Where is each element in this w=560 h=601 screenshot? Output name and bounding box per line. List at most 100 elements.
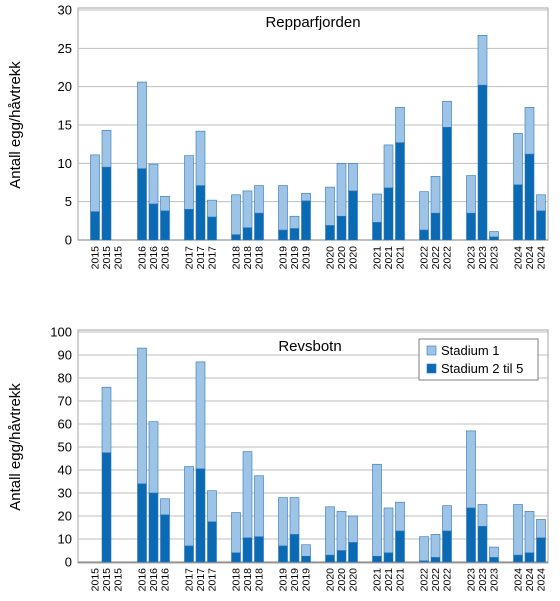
y-tick-label: 30 [58, 486, 72, 501]
bar-stadium-1 [336, 511, 347, 551]
y-axis-label: Antall egg/håvtrekk [7, 383, 24, 511]
x-tick-label: 2019 [278, 246, 290, 270]
bar-stadium-1 [383, 144, 394, 189]
bar-stadium-2-til-5 [489, 557, 499, 563]
bar-stadium-1 [160, 498, 170, 516]
bar-stadium-2-til-5 [348, 190, 358, 241]
plot-area [77, 7, 549, 241]
x-tick-label: 2020 [336, 568, 348, 592]
bar-stadium-1 [101, 386, 112, 454]
bar-stadium-1 [348, 163, 358, 192]
bar-stadium-1 [430, 534, 441, 558]
bar-stadium-1 [254, 185, 264, 214]
bar-stadium-1 [442, 100, 452, 128]
bar-stadium-1 [278, 185, 288, 231]
y-tick-label: 15 [58, 118, 72, 133]
bar-stadium-2-til-5 [289, 534, 300, 563]
x-tick-label: 2017 [195, 246, 207, 270]
x-tick-label: 2016 [148, 246, 160, 270]
x-tick-label: 2024 [524, 568, 536, 592]
x-tick-label: 2017 [195, 568, 207, 592]
x-tick-label: 2016 [137, 246, 149, 270]
y-axis-label: Antall egg/håvtrekk [7, 61, 24, 189]
bar-stadium-2-til-5 [466, 507, 476, 563]
bar-stadium-2-til-5 [207, 521, 217, 563]
y-tick-label: 10 [58, 156, 72, 171]
bar-stadium-2-til-5 [137, 168, 147, 241]
bar-stadium-2-til-5 [536, 210, 546, 241]
x-tick-label: 2023 [489, 246, 501, 270]
bar-stadium-2-til-5 [90, 211, 100, 241]
bar-stadium-2-til-5 [231, 234, 241, 241]
bar-stadium-1 [536, 194, 546, 212]
bar-stadium-2-til-5 [278, 229, 288, 241]
x-tick-label: 2015 [113, 568, 125, 592]
bar-stadium-2-til-5 [430, 212, 441, 241]
y-tick-label: 20 [58, 509, 72, 524]
x-tick-label: 2015 [113, 246, 125, 270]
x-tick-label: 2018 [231, 246, 243, 270]
legend-swatch [426, 345, 437, 356]
bar-stadium-2-til-5 [442, 530, 452, 563]
y-tick-label: 80 [58, 371, 72, 386]
bar-stadium-1 [184, 155, 194, 210]
bar-stadium-2-til-5 [348, 542, 358, 563]
x-tick-label: 2018 [254, 246, 266, 270]
bar-stadium-2-til-5 [184, 209, 194, 241]
x-tick-label: 2022 [419, 568, 431, 592]
bar-stadium-2-til-5 [513, 554, 523, 563]
bar-stadium-1 [231, 512, 241, 554]
bar-stadium-2-til-5 [242, 537, 253, 563]
bar-stadium-2-til-5 [254, 536, 264, 563]
x-tick-label: 2017 [184, 568, 196, 592]
x-tick-label: 2020 [348, 568, 360, 592]
bar-stadium-1 [207, 490, 217, 523]
bar-stadium-2-til-5 [289, 228, 300, 241]
x-tick-label: 2021 [395, 246, 407, 270]
bar-stadium-1 [536, 519, 546, 539]
bar-stadium-1 [372, 193, 382, 223]
bar-stadium-1 [137, 347, 147, 485]
y-tick-label: 100 [50, 325, 72, 340]
bar-stadium-1 [254, 475, 264, 538]
bar-stadium-1 [395, 501, 405, 532]
y-tick-label: 70 [58, 394, 72, 409]
bar-stadium-1 [466, 430, 476, 509]
bar-stadium-1 [90, 154, 100, 212]
y-tick-label: 20 [58, 79, 72, 94]
bar-stadium-2-til-5 [419, 229, 429, 241]
x-tick-label: 2020 [325, 568, 337, 592]
bar-stadium-1 [383, 507, 394, 554]
bar-stadium-1 [148, 421, 159, 494]
bar-stadium-2-til-5 [325, 225, 335, 241]
bar-stadium-1 [442, 505, 452, 532]
legend: Stadium 1 Stadium 2 til 5 [418, 338, 539, 381]
y-tick-label: 0 [65, 233, 72, 248]
bar-stadium-2-til-5 [242, 227, 253, 241]
x-tick-label: 2021 [395, 568, 407, 592]
bar-stadium-1 [231, 194, 241, 235]
x-tick-label: 2022 [442, 246, 454, 270]
y-tick-label: 25 [58, 41, 72, 56]
bar-stadium-2-til-5 [524, 552, 535, 563]
x-tick-label: 2023 [466, 568, 478, 592]
bar-stadium-1 [372, 463, 382, 557]
bar-stadium-1 [395, 107, 405, 143]
bar-stadium-1 [289, 215, 300, 229]
bar-stadium-1 [477, 504, 488, 527]
bar-stadium-1 [513, 133, 523, 186]
bar-stadium-2-til-5 [336, 550, 347, 563]
bar-stadium-1 [325, 186, 335, 226]
bar-stadium-1 [419, 191, 429, 231]
y-tick-label: 40 [58, 463, 72, 478]
bar-stadium-2-til-5 [207, 216, 217, 241]
x-tick-label: 2016 [160, 568, 172, 592]
x-tick-label: 2022 [430, 246, 442, 270]
bar-stadium-2-til-5 [395, 142, 405, 241]
bar-stadium-1 [195, 361, 206, 470]
x-tick-label: 2018 [254, 568, 266, 592]
y-tick-label: 30 [58, 3, 72, 18]
x-tick-label: 2019 [301, 246, 313, 270]
x-tick-label: 2016 [160, 246, 172, 270]
